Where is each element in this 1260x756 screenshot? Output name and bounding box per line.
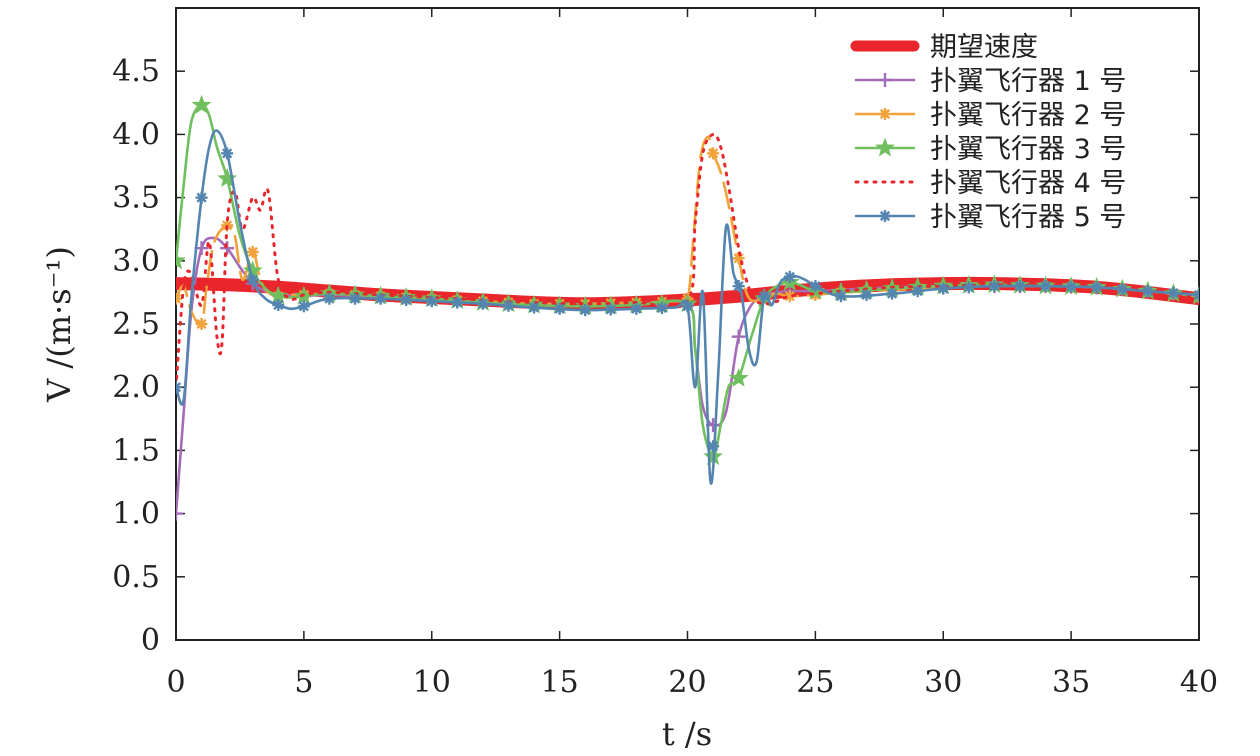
- x-tick-label: 10: [413, 665, 451, 700]
- series-4-marker: [217, 168, 238, 188]
- series-6-marker: [221, 147, 234, 160]
- y-tick-label: 1.0: [112, 497, 160, 532]
- series-6-marker: [630, 302, 643, 315]
- y-tick-label: 3.0: [112, 244, 160, 279]
- series-6-marker: [349, 292, 362, 305]
- x-tick-label: 0: [166, 665, 185, 700]
- legend-item-4: 扑翼飞行器 3 号: [854, 134, 1126, 165]
- series-4-marker: [191, 94, 212, 114]
- legend-label: 扑翼飞行器 3 号: [930, 134, 1126, 165]
- legend-item-3: 扑翼飞行器 2 号: [854, 100, 1126, 131]
- y-tick-label: 0: [141, 623, 160, 658]
- series-6-marker: [1193, 288, 1199, 301]
- series-6-marker: [1039, 280, 1052, 293]
- series-6-marker: [400, 293, 413, 306]
- series-3-marker: [176, 292, 182, 305]
- x-tick-label: 20: [668, 665, 706, 700]
- y-tick-label: 0.5: [112, 560, 160, 595]
- x-tick-label: 30: [924, 665, 962, 700]
- legend-marker: [879, 108, 891, 120]
- series-6-marker: [246, 273, 259, 286]
- series-6-marker: [655, 301, 668, 314]
- series-6-marker: [860, 288, 873, 301]
- series-6-marker: [502, 299, 515, 312]
- series-4-marker: [728, 367, 749, 387]
- series-6-marker: [579, 304, 592, 317]
- series-6-marker: [1065, 280, 1078, 293]
- y-tick-label: 4.5: [112, 54, 160, 89]
- y-tick-label: 1.5: [112, 433, 160, 468]
- legend-item-5: 扑翼飞行器 4 号: [854, 168, 1126, 199]
- series-layer: [176, 94, 1199, 521]
- y-tick-label: 2.5: [112, 307, 160, 342]
- series-6-marker: [176, 381, 182, 394]
- series-6-marker: [297, 300, 310, 313]
- series-6-marker: [1013, 280, 1026, 293]
- series-6-marker: [425, 295, 438, 308]
- series-6-marker: [758, 290, 771, 303]
- series-6-marker: [1167, 287, 1180, 300]
- y-tick-label: 4.0: [112, 117, 160, 152]
- legend-marker: [879, 210, 891, 222]
- x-tick-label: 35: [1052, 665, 1090, 700]
- series-6-marker: [911, 285, 924, 298]
- legend-item-1: 期望速度: [850, 32, 1038, 63]
- legend-item-6: 扑翼飞行器 5 号: [854, 202, 1126, 233]
- x-tick-label: 5: [294, 665, 313, 700]
- series-2-marker: [176, 506, 183, 521]
- series-4-marker: [176, 250, 186, 270]
- legend-label: 扑翼飞行器 4 号: [930, 168, 1126, 199]
- x-axis-label: t /s: [662, 715, 712, 753]
- series-6-marker: [451, 296, 464, 309]
- legend-item-2: 扑翼飞行器 1 号: [854, 66, 1126, 97]
- series-6-marker: [962, 281, 975, 294]
- series-6-marker: [1116, 283, 1129, 296]
- legend-label: 扑翼飞行器 1 号: [930, 66, 1126, 97]
- legend-marker: [875, 137, 895, 157]
- axis-ticks: 0 5 10 15 20 25 30 35 40 0 0.5 1.0 1.5 2.0 2.5 3.0 3.5 4.…: [112, 8, 1218, 700]
- series-6-marker: [323, 292, 336, 305]
- legend-label: 期望速度: [930, 32, 1038, 63]
- x-tick-label: 25: [796, 665, 834, 700]
- series-6-marker: [528, 301, 541, 314]
- series-6-marker: [272, 299, 285, 312]
- series-6-marker: [937, 282, 950, 295]
- series-6: [176, 129, 1199, 485]
- series-6-marker: [988, 280, 1001, 293]
- series-6-marker: [681, 300, 694, 313]
- series-3-marker: [246, 245, 259, 258]
- series-6-marker: [476, 297, 489, 310]
- legend-label: 扑翼飞行器 5 号: [930, 202, 1126, 233]
- series-6-marker: [707, 440, 720, 453]
- y-tick-label: 2.0: [112, 370, 160, 405]
- series-2-marker: [220, 241, 235, 256]
- series-6-marker: [1141, 285, 1154, 298]
- series-6-marker: [374, 292, 387, 305]
- series-6-marker: [809, 280, 822, 293]
- y-axis-label: V /(m·s⁻¹): [40, 246, 78, 403]
- series-6-marker: [195, 191, 208, 204]
- series-6-marker: [1090, 281, 1103, 294]
- x-tick-label: 40: [1180, 665, 1218, 700]
- series-6-marker: [886, 287, 899, 300]
- series-6-marker: [834, 290, 847, 303]
- legend-label: 扑翼飞行器 2 号: [930, 100, 1126, 131]
- series-6-marker: [604, 303, 617, 316]
- y-tick-label: 3.5: [112, 181, 160, 216]
- series-2-marker: [731, 329, 746, 344]
- series-6-marker: [783, 270, 796, 283]
- series-3-marker: [707, 147, 720, 160]
- series-6-marker: [553, 302, 566, 315]
- series-6-marker: [732, 280, 745, 293]
- x-tick-label: 15: [541, 665, 579, 700]
- legend-marker: [878, 73, 892, 87]
- series-3-marker: [195, 318, 208, 330]
